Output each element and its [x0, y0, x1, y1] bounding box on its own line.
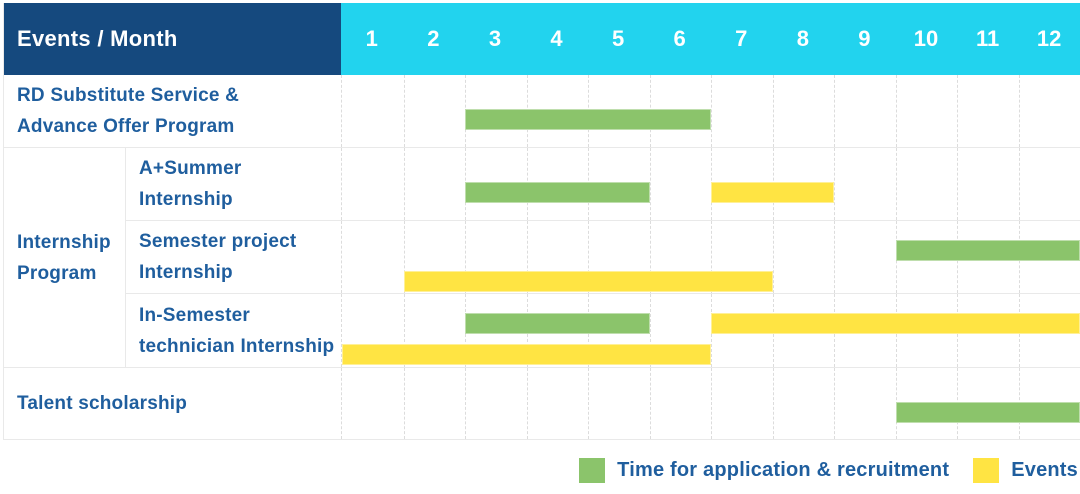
recruitment-swatch-icon — [579, 458, 606, 483]
gantt-chart: Events / Month 1 2 3 4 5 6 7 8 9 10 11 12 RD Substi… — [3, 3, 1080, 440]
month-header-3: 3 — [488, 26, 502, 51]
month-gridline — [834, 75, 835, 147]
events-bar — [342, 344, 711, 366]
events-bar — [711, 182, 834, 203]
month-gridline — [895, 148, 897, 220]
application-recruitment-bar — [465, 109, 711, 130]
month-gridline — [834, 220, 835, 294]
legend-recruitment-label: Time for application & recruitment — [617, 459, 950, 481]
row-label-a-summer: A+Summer Internship — [126, 148, 341, 220]
group-label-line: Internship — [17, 231, 111, 253]
month-gridline — [403, 148, 405, 220]
legend-item-recruitment: Time for application & recruitment — [579, 458, 949, 483]
plot-semester-project — [341, 220, 1080, 294]
row-group-internship-program: Internship Program A+Summer Internship S… — [4, 148, 1080, 368]
month-gridline — [834, 148, 835, 220]
events-swatch-icon — [973, 458, 1000, 483]
row-label-line: Advance Offer Program — [17, 116, 235, 137]
row-rd-substitute: RD Substitute Service & Advance Offer Pr… — [4, 75, 1080, 148]
header-row: Events / Month 1 2 3 4 5 6 7 8 9 10 11 12 — [4, 3, 1080, 75]
application-recruitment-bar — [465, 182, 650, 203]
group-label-line: Program — [17, 262, 97, 284]
events-bar — [403, 270, 773, 292]
row-label-rd-substitute: RD Substitute Service & Advance Offer Pr… — [4, 75, 341, 147]
row-label-line: In-Semester — [139, 304, 250, 326]
row-semester-project-internship: Semester project Internship — [126, 219, 1080, 294]
row-label-line: RD Substitute Service & — [17, 85, 240, 106]
plot-rd-substitute — [341, 75, 1080, 147]
month-gridline — [588, 368, 589, 439]
application-recruitment-bar — [895, 402, 1080, 423]
month-gridline — [1018, 75, 1020, 147]
month-gridline — [834, 368, 835, 439]
month-header-4: 4 — [550, 26, 563, 51]
row-label-line: Semester project — [139, 231, 297, 252]
month-header-5: 5 — [611, 26, 625, 51]
group-label-internship-program: Internship Program — [4, 148, 125, 367]
month-gridline — [649, 148, 651, 220]
plot-talent-scholarship — [341, 368, 1080, 439]
month-header-6: 6 — [673, 26, 686, 51]
row-label-line: Internship — [139, 188, 233, 210]
month-gridline — [526, 368, 528, 439]
events-bar — [711, 313, 1080, 335]
month-gridline — [403, 368, 405, 439]
row-label-in-semester: In-Semester technician Internship — [126, 294, 341, 367]
month-gridline — [649, 294, 651, 368]
plot-in-semester — [341, 294, 1080, 368]
month-gridline — [465, 220, 466, 294]
application-recruitment-bar — [895, 239, 1080, 261]
month-gridline — [772, 368, 774, 439]
legend: Time for application & recruitment Event… — [579, 458, 1078, 483]
month-gridline — [465, 368, 466, 439]
month-gridline — [403, 75, 405, 147]
internship-subrows: A+Summer Internship Semester project Int… — [125, 148, 1080, 368]
row-label-line: Talent scholarship — [17, 393, 188, 414]
month-gridline — [711, 220, 712, 294]
month-gridline — [711, 75, 712, 147]
month-header-12: 12 — [1036, 26, 1062, 51]
month-gridline — [403, 220, 405, 294]
month-header-10: 10 — [913, 26, 939, 51]
month-gridline — [957, 75, 958, 147]
row-label-semester-project: Semester project Internship — [126, 221, 341, 294]
application-recruitment-bar — [465, 313, 650, 335]
month-gridline — [711, 368, 712, 439]
row-label-talent-scholarship: Talent scholarship — [4, 368, 341, 439]
month-gridline — [588, 220, 589, 294]
row-label-line: Internship — [139, 262, 233, 283]
row-label-line: A+Summer — [139, 157, 242, 179]
month-gridline — [895, 75, 897, 147]
month-gridline — [526, 220, 528, 294]
month-header-8: 8 — [796, 26, 809, 51]
row-in-semester-technician-internship: In-Semester technician Internship — [126, 293, 1080, 368]
month-gridline — [772, 220, 774, 294]
month-header-7: 7 — [735, 26, 748, 51]
row-talent-scholarship: Talent scholarship — [4, 368, 1080, 440]
header-events-month-label: Events / Month — [4, 3, 341, 75]
legend-events-label: Events — [1011, 459, 1078, 481]
row-a-summer-internship: A+Summer Internship — [126, 148, 1080, 220]
plot-a-summer — [341, 148, 1080, 220]
month-header-11: 11 — [975, 26, 1000, 51]
month-header-strip: 1 2 3 4 5 6 7 8 9 10 11 12 — [341, 3, 1080, 75]
month-gridline — [772, 75, 774, 147]
month-gridline — [649, 220, 651, 294]
month-header-9: 9 — [858, 26, 871, 51]
month-gridline — [649, 368, 651, 439]
month-gridline — [957, 148, 958, 220]
legend-item-events: Events — [973, 458, 1078, 483]
month-header-1: 1 — [365, 26, 378, 51]
month-header-2: 2 — [427, 26, 440, 51]
month-gridline — [1018, 148, 1020, 220]
month-gridline — [403, 294, 405, 368]
row-label-line: technician Internship — [139, 335, 335, 357]
